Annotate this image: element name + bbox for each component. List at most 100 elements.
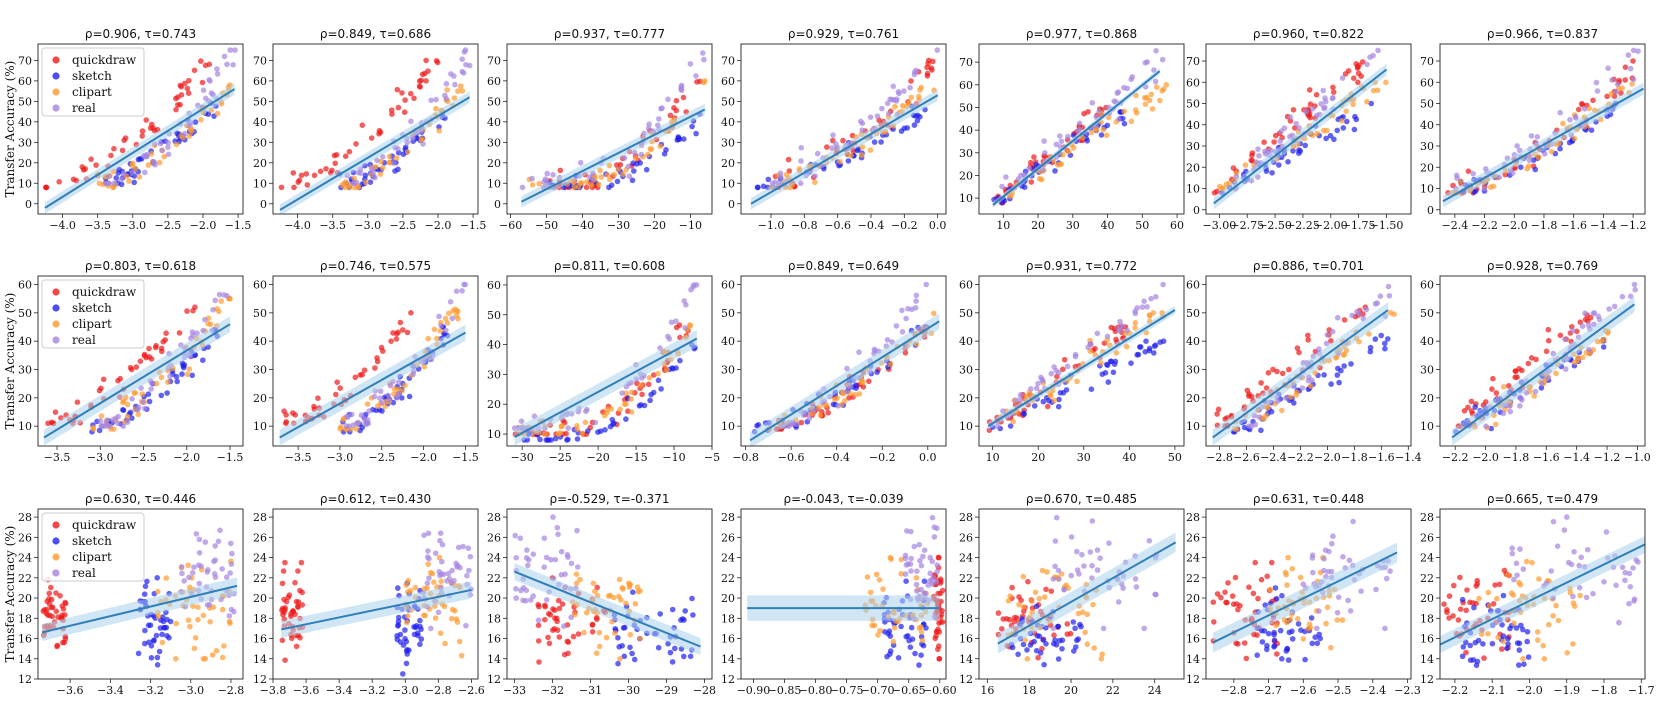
- point-quickdraw: [593, 614, 600, 621]
- x-tick-label: −3.0: [392, 684, 419, 697]
- point-clipart: [1287, 394, 1293, 401]
- point-clipart: [1350, 101, 1356, 108]
- regression-line: [749, 320, 940, 442]
- y-tick-label: 24: [18, 552, 32, 565]
- point-real: [1058, 138, 1065, 145]
- point-clipart: [216, 308, 222, 315]
- point-clipart: [635, 589, 641, 595]
- point-clipart: [405, 577, 412, 584]
- point-quickdraw: [62, 600, 69, 607]
- point-real: [1305, 377, 1312, 384]
- point-sketch: [1341, 363, 1347, 369]
- point-clipart: [1586, 350, 1593, 357]
- point-real: [196, 580, 203, 587]
- y-tick-label: 20: [721, 157, 735, 170]
- point-real: [1153, 294, 1159, 300]
- point-real: [1386, 293, 1393, 299]
- point-real: [1316, 608, 1322, 614]
- point-sketch: [400, 671, 406, 677]
- point-sketch: [1279, 592, 1285, 599]
- point-real: [1148, 295, 1154, 302]
- x-tick-label: −1.2: [1620, 219, 1647, 232]
- point-real: [436, 313, 442, 320]
- x-tick-label: −0.2: [891, 219, 918, 232]
- legend-label-clipart: clipart: [72, 550, 112, 564]
- point-sketch: [615, 660, 621, 667]
- point-real: [1631, 281, 1638, 288]
- point-clipart: [442, 640, 448, 647]
- point-real: [1557, 109, 1563, 116]
- point-sketch: [657, 611, 663, 617]
- point-quickdraw: [74, 399, 81, 406]
- point-quickdraw: [1064, 621, 1071, 627]
- point-quickdraw: [1464, 587, 1470, 593]
- x-tick-label: −3.0: [327, 451, 354, 464]
- point-real: [798, 144, 805, 151]
- point-sketch: [1518, 622, 1524, 629]
- y-tick-label: 28: [18, 511, 32, 524]
- x-tick-label: −1.8: [1531, 219, 1558, 232]
- point-sketch: [394, 633, 400, 639]
- point-real: [1605, 65, 1611, 71]
- point-quickdraw: [1254, 632, 1260, 638]
- x-tick-label: −0.60: [923, 684, 957, 697]
- point-real: [1584, 546, 1591, 553]
- point-quickdraw: [423, 78, 429, 84]
- point-quickdraw: [286, 592, 293, 598]
- point-real: [625, 163, 631, 170]
- y-tick-label: 16: [959, 633, 973, 646]
- point-sketch: [1524, 629, 1531, 635]
- x-tick-label: −3.5: [44, 451, 71, 464]
- point-real: [934, 47, 941, 53]
- point-clipart: [1289, 565, 1296, 572]
- y-tick-label: 0: [260, 198, 267, 211]
- point-quickdraw: [304, 182, 311, 188]
- point-sketch: [1261, 628, 1268, 634]
- point-clipart: [148, 151, 155, 157]
- point-quickdraw: [290, 410, 296, 416]
- point-clipart: [195, 604, 201, 610]
- regression-line: [44, 88, 236, 209]
- point-real: [467, 553, 474, 560]
- point-real: [1115, 599, 1122, 605]
- point-quickdraw: [1210, 599, 1217, 605]
- point-clipart: [930, 310, 937, 317]
- point-sketch: [678, 617, 684, 623]
- point-quickdraw: [1587, 314, 1594, 321]
- point-quickdraw: [1457, 574, 1463, 581]
- point-real: [353, 179, 360, 186]
- x-tick-label: −2.2: [1442, 684, 1469, 697]
- point-clipart: [611, 171, 617, 178]
- point-real: [1256, 153, 1262, 159]
- point-real: [135, 406, 141, 413]
- point-clipart: [616, 593, 622, 600]
- point-real: [1581, 106, 1588, 112]
- point-sketch: [1078, 623, 1084, 630]
- point-clipart: [136, 174, 143, 180]
- point-sketch: [881, 629, 888, 635]
- point-real: [913, 292, 920, 299]
- point-clipart: [1517, 582, 1524, 588]
- x-tick-label: −3.00: [1203, 219, 1237, 232]
- point-clipart: [583, 609, 590, 616]
- point-quickdraw: [995, 610, 1002, 616]
- point-clipart: [616, 576, 623, 583]
- point-real: [99, 423, 105, 430]
- panel-10: ρ=0.811, τ=0.608−30 −25 −20 −15 −10 −51020304…: [487, 259, 720, 464]
- point-real: [459, 56, 466, 62]
- x-tick-label: −0.8: [791, 219, 818, 232]
- panel-4: ρ=0.929, τ=0.761−1.0 −0.8 −0.6 −0.4 −0.2 0.00…: [721, 27, 947, 232]
- x-tick-label: 50: [1135, 219, 1149, 232]
- point-quickdraw: [153, 342, 159, 349]
- point-quickdraw: [1051, 632, 1057, 638]
- y-tick-label: 20: [253, 392, 267, 405]
- x-tick-label: −2.0: [1472, 451, 1499, 464]
- point-quickdraw: [589, 629, 596, 635]
- y-tick-label: 50: [18, 307, 32, 320]
- point-quickdraw: [680, 94, 687, 101]
- point-clipart: [1123, 343, 1130, 350]
- point-real: [1028, 386, 1034, 392]
- point-clipart: [606, 176, 613, 183]
- point-real: [396, 379, 402, 385]
- point-real: [1372, 301, 1379, 307]
